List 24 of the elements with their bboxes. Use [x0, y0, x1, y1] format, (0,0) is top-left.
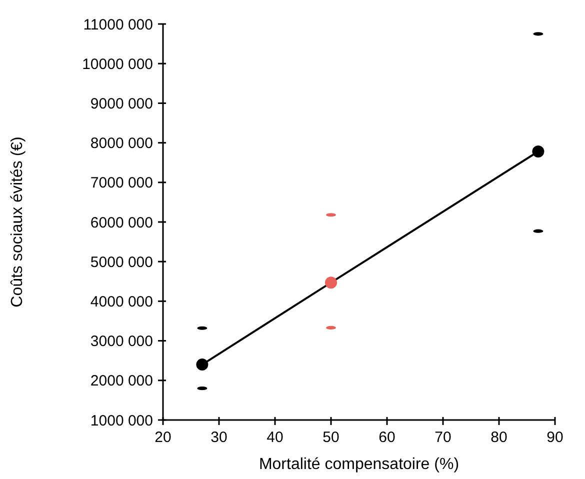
y-tick-label: 9000 000 [90, 95, 153, 112]
y-tick-label: 2000 000 [90, 372, 153, 390]
y-tick-label: 1000 000 [90, 412, 153, 430]
x-tick-label: 20 [154, 429, 172, 446]
x-tick-label: 40 [266, 429, 284, 446]
x-axis-title: Mortalité compensatoire (%) [258, 456, 460, 473]
x-tick-label: 30 [210, 429, 228, 446]
y-tick-label: 6000 000 [90, 214, 153, 232]
y-axis-title: Coûts sociaux évités (€) [9, 136, 26, 308]
y-tick-label: 10000 000 [82, 56, 153, 73]
y-tick-label: 5000 000 [90, 254, 153, 271]
y-tick-label: 8000 000 [90, 135, 153, 152]
x-tick-label: 50 [322, 429, 340, 446]
y-tick-label: 4000 000 [90, 293, 153, 310]
point [532, 146, 544, 158]
y-tick-label: 3000 000 [90, 333, 153, 350]
y-tick-label: 11000 000 [83, 16, 153, 34]
x-tick-label: 90 [546, 429, 564, 446]
x-tick-label: 70 [434, 429, 452, 446]
point [325, 276, 337, 289]
x-tick-label: 80 [490, 429, 508, 446]
x-tick-label: 60 [378, 429, 396, 446]
y-tick-label: 7000 000 [90, 174, 153, 192]
point [196, 358, 208, 371]
